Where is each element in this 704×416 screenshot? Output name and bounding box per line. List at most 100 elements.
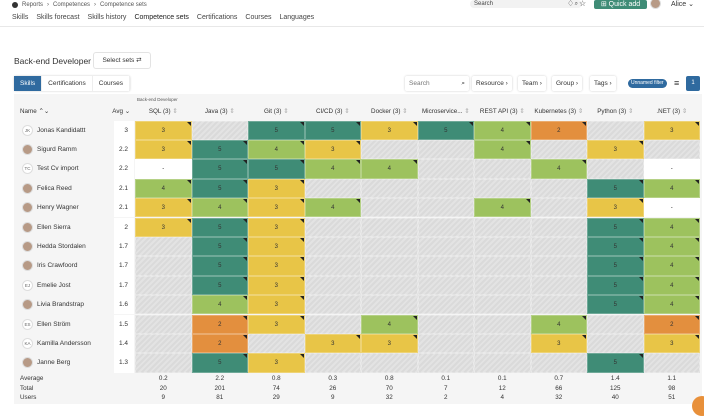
person-name[interactable]: Sigurd Ramm (37, 146, 77, 154)
skill-cell[interactable] (361, 217, 418, 237)
skill-cell[interactable]: 5 (248, 159, 305, 179)
tab-languages[interactable]: Languages (279, 14, 315, 21)
skill-cell[interactable]: 3 (248, 178, 305, 199)
column-header[interactable]: CI/CD (3) ⇕ (305, 108, 362, 119)
skill-cell[interactable] (417, 314, 474, 334)
skill-cell[interactable]: - (643, 159, 700, 179)
skill-cell[interactable]: 2 (191, 333, 248, 354)
table-row[interactable]: KA Kamilla Andersson (14, 333, 114, 354)
skill-cell[interactable] (474, 256, 531, 276)
user-avatar[interactable] (650, 0, 661, 9)
skill-cell[interactable] (417, 217, 474, 237)
skill-cell[interactable]: 2 (191, 314, 248, 334)
skill-cell[interactable] (361, 256, 418, 276)
breadcrumb-competences[interactable]: Competences (53, 1, 91, 8)
table-row[interactable]: Hedda Stordalen (14, 236, 114, 257)
skill-cell[interactable]: 4 (643, 217, 700, 237)
skill-cell[interactable] (135, 353, 192, 373)
table-row[interactable]: Henry Wagner (14, 198, 114, 218)
skill-cell[interactable]: 4 (530, 314, 587, 334)
skill-cell[interactable] (304, 236, 361, 257)
skill-cell[interactable]: 3 (248, 236, 305, 257)
tab-skills-forecast[interactable]: Skills forecast (36, 14, 80, 21)
skill-cell[interactable] (474, 314, 531, 334)
skill-cell[interactable] (361, 353, 418, 373)
table-search-input[interactable]: Search ⌕ (405, 76, 469, 91)
table-row[interactable]: Janne Berg (14, 353, 114, 373)
person-name[interactable]: Jonas Kandidattt (37, 126, 86, 134)
skill-cell[interactable]: 4 (361, 314, 418, 334)
skill-cell[interactable] (417, 333, 474, 354)
skill-cell[interactable] (361, 236, 418, 257)
skill-cell[interactable] (530, 139, 587, 160)
skill-cell[interactable] (361, 139, 418, 160)
skill-cell[interactable]: 5 (248, 120, 305, 140)
skill-cell[interactable] (417, 275, 474, 296)
skill-cell[interactable] (643, 353, 700, 373)
skill-cell[interactable]: 3 (248, 353, 305, 373)
sort-icon[interactable]: ⇕ (172, 108, 178, 115)
skill-cell[interactable] (135, 314, 192, 334)
column-header[interactable]: Java (3) ⇕ (192, 108, 249, 119)
tab-certifications[interactable]: Certifications (196, 14, 238, 21)
breadcrumb-reports[interactable]: Reports (22, 1, 44, 8)
segment-skills[interactable]: Skills (14, 76, 43, 91)
select-sets-button[interactable]: Select sets ⇄ (93, 52, 151, 69)
sort-icon[interactable]: ⇕ (464, 108, 470, 115)
skill-cell[interactable]: 5 (191, 217, 248, 237)
filter-count-button[interactable]: 1 (686, 76, 700, 91)
skill-cell[interactable] (304, 353, 361, 373)
table-row[interactable]: Livia Brandstrap (14, 295, 114, 315)
skill-cell[interactable]: 4 (643, 256, 700, 276)
skill-cell[interactable] (530, 236, 587, 257)
skill-cell[interactable] (135, 333, 192, 354)
skill-cell[interactable] (304, 275, 361, 296)
skill-cell[interactable] (474, 217, 531, 237)
skill-cell[interactable]: 3 (587, 139, 644, 160)
skill-cell[interactable]: 4 (643, 236, 700, 257)
sort-icon[interactable]: ⇕ (344, 108, 350, 115)
skill-cell[interactable]: 5 (587, 256, 644, 276)
skill-cell[interactable] (135, 256, 192, 276)
column-header[interactable]: Kubernetes (3) ⇕ (531, 108, 588, 119)
tab-skills[interactable]: Skills (12, 14, 29, 21)
skill-cell[interactable] (191, 120, 248, 140)
skill-cell[interactable] (135, 275, 192, 296)
table-row[interactable]: JK Jonas Kandidattt (14, 120, 114, 140)
person-name[interactable]: Henry Wagner (37, 204, 79, 212)
person-name[interactable]: Test Cv import (37, 165, 79, 173)
skill-cell[interactable]: 4 (643, 178, 700, 199)
skill-cell[interactable] (474, 159, 531, 179)
skill-cell[interactable]: 3 (361, 333, 418, 354)
sort-icon[interactable]: ⇕ (628, 108, 634, 115)
skill-cell[interactable]: 5 (191, 139, 248, 160)
skill-cell[interactable] (474, 275, 531, 296)
table-row[interactable]: EJ Emelie Jost (14, 275, 114, 296)
unnamed-filter-chip[interactable]: Unnamed filter (628, 79, 667, 88)
sort-icon[interactable]: ⇕ (229, 108, 235, 115)
skill-cell[interactable]: 4 (191, 198, 248, 218)
sort-icon[interactable]: ⇕ (519, 108, 525, 115)
skill-cell[interactable]: 5 (417, 120, 474, 140)
skill-cell[interactable] (530, 275, 587, 296)
skill-cell[interactable]: - (135, 159, 192, 179)
skill-cell[interactable]: 4 (304, 198, 361, 218)
person-name[interactable]: Janne Berg (37, 359, 71, 367)
person-name[interactable]: Emelie Jost (37, 281, 71, 289)
skill-cell[interactable] (304, 256, 361, 276)
column-header[interactable]: Python (3) ⇕ (587, 108, 644, 119)
skill-cell[interactable] (530, 217, 587, 237)
sort-icon[interactable]: ⇕ (681, 108, 688, 115)
skill-cell[interactable]: 5 (191, 159, 248, 179)
skill-cell[interactable]: 5 (587, 178, 644, 199)
skill-cell[interactable]: 5 (191, 178, 248, 199)
skill-cell[interactable]: 4 (474, 139, 531, 160)
skill-cell[interactable]: 4 (248, 139, 305, 160)
skill-cell[interactable] (304, 314, 361, 334)
skill-cell[interactable]: 3 (248, 217, 305, 237)
skill-cell[interactable] (361, 198, 418, 218)
skill-cell[interactable]: 3 (304, 333, 361, 354)
person-name[interactable]: Hedda Stordalen (37, 243, 86, 251)
table-row[interactable]: ES Ellen Ström (14, 314, 114, 334)
skill-cell[interactable] (474, 353, 531, 373)
